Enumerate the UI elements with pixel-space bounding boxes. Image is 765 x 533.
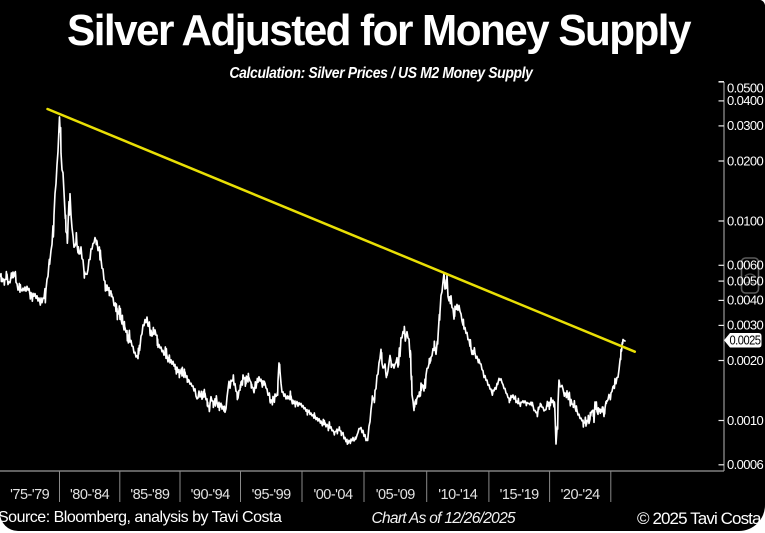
svg-text:'95-'99: '95-'99 — [252, 487, 292, 503]
svg-text:0.0500: 0.0500 — [727, 80, 764, 95]
svg-text:'15-'19: '15-'19 — [500, 487, 540, 503]
svg-text:0.0020: 0.0020 — [727, 353, 764, 368]
svg-text:0.0200: 0.0200 — [727, 153, 764, 168]
svg-text:0.0010: 0.0010 — [727, 413, 764, 428]
svg-text:0.0025: 0.0025 — [730, 333, 761, 348]
svg-text:0.0030: 0.0030 — [727, 318, 764, 333]
svg-text:0.0040: 0.0040 — [727, 293, 764, 308]
svg-text:0.0100: 0.0100 — [727, 213, 764, 228]
svg-text:0.0400: 0.0400 — [727, 93, 764, 108]
svg-text:'85-'89: '85-'89 — [130, 487, 170, 503]
svg-text:'90-'94: '90-'94 — [191, 487, 231, 503]
svg-text:'10-'14: '10-'14 — [438, 487, 478, 503]
svg-text:'80-'84: '80-'84 — [70, 487, 110, 503]
svg-text:'75-'79: '75-'79 — [10, 487, 50, 503]
svg-text:0.0300: 0.0300 — [727, 118, 764, 133]
svg-text:'20-'24: '20-'24 — [561, 487, 601, 503]
svg-text:0.0006: 0.0006 — [727, 457, 764, 472]
svg-text:0.0050: 0.0050 — [727, 273, 764, 288]
svg-text:'05-'09: '05-'09 — [376, 487, 416, 503]
svg-text:'00-'04: '00-'04 — [313, 487, 353, 503]
svg-text:0.0060: 0.0060 — [727, 258, 764, 273]
